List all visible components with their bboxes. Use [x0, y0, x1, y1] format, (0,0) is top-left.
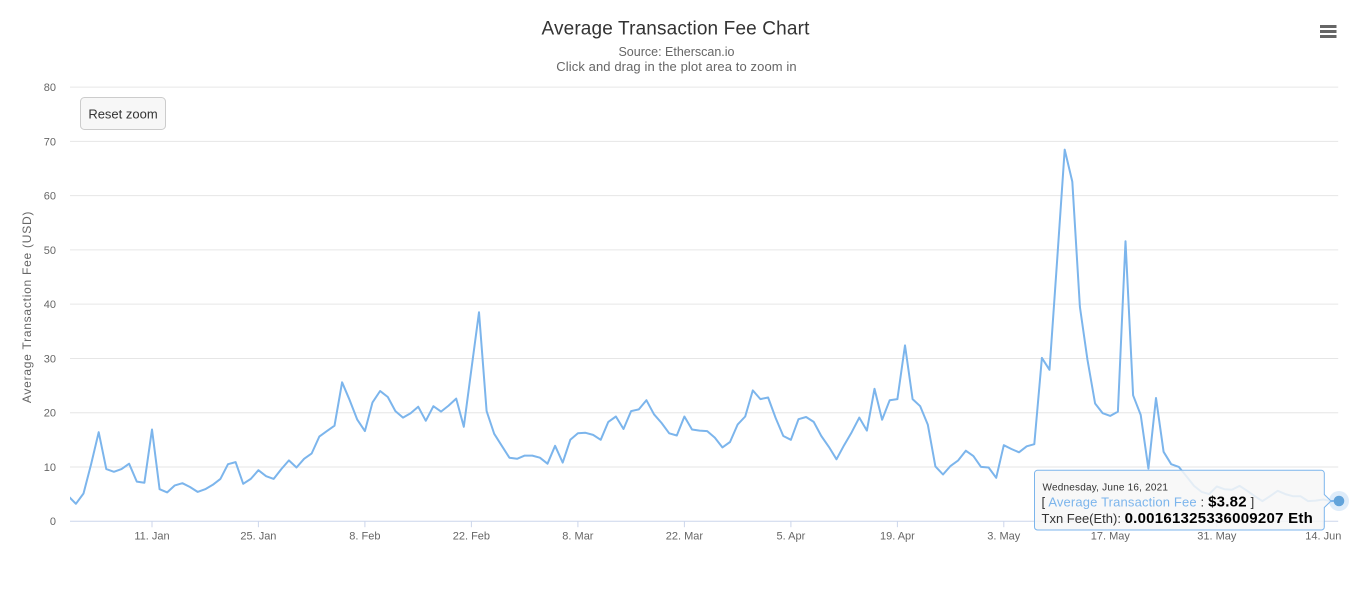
svg-text:50: 50 [44, 245, 56, 257]
svg-text:8. Feb: 8. Feb [349, 531, 380, 543]
svg-text:5. Apr: 5. Apr [777, 531, 806, 543]
svg-text:Txn Fee(Eth): 0.00161325336009: Txn Fee(Eth): 0.00161325336009207 Eth [1042, 510, 1314, 527]
svg-text:22. Mar: 22. Mar [666, 531, 704, 543]
svg-text:80: 80 [44, 82, 56, 94]
svg-text:14. Jun: 14. Jun [1305, 531, 1341, 543]
svg-text:3. May: 3. May [987, 531, 1021, 543]
svg-text:20: 20 [44, 408, 56, 420]
svg-text:11. Jan: 11. Jan [134, 531, 169, 543]
svg-text:Reset zoom: Reset zoom [88, 107, 157, 122]
svg-text:Average Transaction Fee Chart: Average Transaction Fee Chart [541, 19, 810, 40]
svg-text:Source: Etherscan.io: Source: Etherscan.io [618, 45, 734, 59]
svg-text:30: 30 [44, 353, 56, 365]
svg-text:[ Average Transaction Fee : $3: [ Average Transaction Fee : $3.82 ] [1042, 494, 1255, 511]
svg-text:25. Jan: 25. Jan [240, 531, 276, 543]
svg-text:31. May: 31. May [1197, 531, 1237, 543]
svg-text:Average Transaction Fee (USD): Average Transaction Fee (USD) [20, 211, 34, 403]
svg-text:19. Apr: 19. Apr [880, 531, 915, 543]
svg-text:22. Feb: 22. Feb [453, 531, 490, 543]
svg-text:10: 10 [44, 462, 56, 474]
svg-text:17. May: 17. May [1091, 531, 1131, 543]
svg-text:Wednesday, June 16, 2021: Wednesday, June 16, 2021 [1043, 483, 1169, 494]
svg-text:40: 40 [44, 299, 56, 311]
svg-text:60: 60 [44, 191, 56, 203]
svg-text:70: 70 [44, 136, 56, 148]
svg-text:8. Mar: 8. Mar [562, 531, 594, 543]
svg-text:Click and drag in the plot are: Click and drag in the plot area to zoom … [556, 59, 797, 74]
svg-text:0: 0 [50, 516, 56, 528]
